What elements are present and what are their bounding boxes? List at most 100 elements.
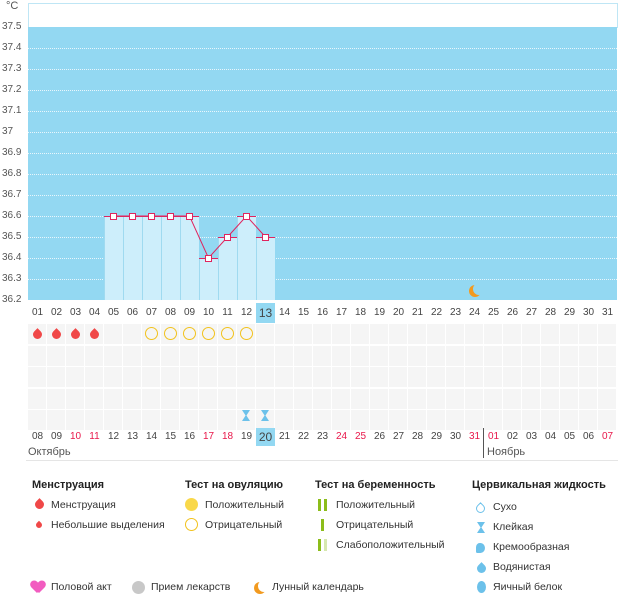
sticky-icon xyxy=(242,410,250,421)
cycle-day-label: 16 xyxy=(316,307,329,318)
temperature-point xyxy=(148,212,155,220)
grid-cell xyxy=(294,367,312,387)
grid-cell xyxy=(351,367,369,387)
gridline xyxy=(28,69,617,70)
grid-cell xyxy=(47,367,65,387)
calendar-date-label: 31 xyxy=(468,431,481,442)
grid-cell xyxy=(104,367,122,387)
grid-cell xyxy=(579,388,597,409)
grid-cell xyxy=(446,388,464,409)
cycle-day-label: 19 xyxy=(373,307,386,318)
grid-cell xyxy=(199,345,217,366)
grid-cell xyxy=(351,388,369,409)
grid-cell xyxy=(370,345,388,366)
temperature-point xyxy=(224,233,231,241)
grid-cell xyxy=(579,324,597,344)
grid-cell xyxy=(275,388,293,409)
cycle-day-label: 24 xyxy=(468,307,481,318)
grid-cell xyxy=(427,324,445,344)
two-lines-icon xyxy=(318,499,321,511)
calendar-date-label: 27 xyxy=(392,431,405,442)
grid-cell xyxy=(180,410,198,430)
cycle-day-label: 06 xyxy=(126,307,139,318)
legend-item: Менструация xyxy=(51,499,116,511)
grid-cell xyxy=(598,388,616,409)
legend-item: Небольшие выделения xyxy=(51,519,165,531)
grid-cell xyxy=(598,367,616,387)
y-tick-label: 36.4 xyxy=(2,252,22,263)
legend-item: Кремообразная xyxy=(493,541,570,553)
cycle-day-label: 09 xyxy=(183,307,196,318)
grid-cell xyxy=(180,345,198,366)
grid-cell xyxy=(256,324,274,344)
calendar-date-label: 26 xyxy=(373,431,386,442)
grid-cell xyxy=(85,410,103,430)
cycle-day-label: 13 xyxy=(256,303,275,323)
grid-cell xyxy=(28,388,46,409)
grid-cell xyxy=(370,324,388,344)
cycle-day-label: 31 xyxy=(601,307,614,318)
grid-cell xyxy=(370,410,388,430)
temperature-bar xyxy=(237,216,256,300)
calendar-date-label: 07 xyxy=(601,431,614,442)
grid-cell xyxy=(104,345,122,366)
grid-cell xyxy=(123,388,141,409)
grid-cell xyxy=(66,367,84,387)
cycle-day-label: 26 xyxy=(506,307,519,318)
grid-cell xyxy=(142,367,160,387)
grid-cell xyxy=(579,410,597,430)
dry-icon xyxy=(474,502,487,515)
grid-cell xyxy=(427,388,445,409)
divider xyxy=(26,460,618,461)
legend-item: Сухо xyxy=(493,501,517,513)
calendar-date-label: 11 xyxy=(89,431,100,442)
legend-item: Положительный xyxy=(205,499,285,511)
grid-cell xyxy=(199,388,217,409)
creamy-icon xyxy=(476,543,485,553)
grid-cell xyxy=(256,345,274,366)
temperature-bar xyxy=(256,237,275,300)
grid-cell xyxy=(484,324,502,344)
grid-cell xyxy=(598,410,616,430)
grid-cell xyxy=(275,324,293,344)
gridline xyxy=(28,216,617,217)
grid-cell xyxy=(446,345,464,366)
legend-item: Отрицательный xyxy=(205,519,283,531)
gridline xyxy=(28,132,617,133)
grid-cell xyxy=(294,388,312,409)
grid-cell xyxy=(560,324,578,344)
temperature-point xyxy=(167,212,174,220)
grid-cell xyxy=(446,410,464,430)
sticky-icon xyxy=(261,410,269,421)
grid-cell xyxy=(541,410,559,430)
grid-cell xyxy=(465,367,483,387)
y-tick-label: 36.8 xyxy=(2,168,22,179)
grid-cell xyxy=(541,367,559,387)
grid-cell xyxy=(598,345,616,366)
y-tick-label: 36.9 xyxy=(2,147,22,158)
ovulation-negative-icon xyxy=(145,327,158,340)
grid-cell xyxy=(47,345,65,366)
temperature-bar xyxy=(180,216,199,300)
grid-cell xyxy=(294,410,312,430)
grid-cell xyxy=(28,367,46,387)
temperature-plot xyxy=(28,27,617,300)
grid-cell xyxy=(484,367,502,387)
grid-cell xyxy=(256,367,274,387)
gridline xyxy=(28,279,617,280)
grid-cell xyxy=(161,388,179,409)
cycle-day-label: 28 xyxy=(544,307,557,318)
sticky-icon xyxy=(477,522,485,533)
legend-cervical-title: Цервикальная жидкость xyxy=(472,479,606,491)
grid-cell xyxy=(560,367,578,387)
grid-cell xyxy=(313,324,331,344)
y-tick-label: 37.4 xyxy=(2,42,22,53)
y-tick-label: 37 xyxy=(2,126,14,137)
grid-cell xyxy=(389,388,407,409)
ovulation-negative-icon xyxy=(183,327,196,340)
y-tick-label: 36.3 xyxy=(2,273,22,284)
y-tick-label: 36.6 xyxy=(2,210,22,221)
grid-cell xyxy=(313,410,331,430)
gridline xyxy=(28,258,617,259)
cycle-day-label: 08 xyxy=(164,307,177,318)
